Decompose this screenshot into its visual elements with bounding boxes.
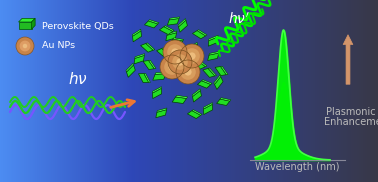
Circle shape	[177, 58, 184, 66]
Polygon shape	[173, 38, 184, 41]
Circle shape	[180, 44, 204, 68]
Polygon shape	[214, 77, 223, 90]
Polygon shape	[208, 53, 219, 60]
Polygon shape	[184, 67, 195, 72]
Polygon shape	[133, 31, 141, 42]
Text: Enhancement: Enhancement	[324, 117, 378, 127]
Polygon shape	[164, 26, 174, 31]
Polygon shape	[204, 103, 212, 109]
Text: $h\nu'$: $h\nu'$	[228, 12, 250, 27]
Circle shape	[16, 37, 34, 55]
Polygon shape	[217, 99, 230, 106]
Polygon shape	[144, 74, 150, 82]
Polygon shape	[215, 66, 226, 76]
Circle shape	[160, 55, 184, 79]
Circle shape	[184, 48, 200, 64]
Polygon shape	[153, 87, 161, 93]
Polygon shape	[146, 43, 155, 50]
Text: Wavelength (nm): Wavelength (nm)	[255, 162, 340, 172]
Polygon shape	[178, 19, 186, 27]
Polygon shape	[153, 88, 161, 99]
Polygon shape	[155, 72, 167, 74]
Polygon shape	[156, 48, 169, 57]
Text: $h\nu$: $h\nu$	[68, 71, 88, 87]
Circle shape	[20, 41, 30, 51]
Circle shape	[180, 64, 196, 80]
Polygon shape	[167, 31, 177, 35]
Polygon shape	[162, 48, 171, 55]
Polygon shape	[19, 18, 35, 22]
Polygon shape	[134, 55, 144, 64]
Polygon shape	[172, 97, 187, 104]
Circle shape	[163, 40, 187, 64]
Polygon shape	[144, 21, 158, 28]
Polygon shape	[209, 51, 219, 55]
Polygon shape	[192, 89, 200, 97]
Polygon shape	[192, 60, 206, 69]
Polygon shape	[153, 74, 166, 80]
Polygon shape	[149, 60, 156, 69]
Polygon shape	[127, 65, 135, 77]
Polygon shape	[138, 74, 149, 83]
Polygon shape	[167, 19, 179, 25]
Polygon shape	[166, 53, 173, 62]
Circle shape	[164, 59, 180, 75]
Polygon shape	[135, 54, 145, 58]
Polygon shape	[126, 63, 133, 72]
Text: Plasmonic PL: Plasmonic PL	[326, 107, 378, 117]
Polygon shape	[170, 39, 183, 45]
Circle shape	[171, 48, 178, 56]
Circle shape	[176, 60, 200, 84]
Polygon shape	[156, 110, 167, 118]
Polygon shape	[204, 104, 212, 114]
Polygon shape	[166, 33, 177, 41]
Polygon shape	[189, 44, 198, 55]
Text: Au NPs: Au NPs	[42, 41, 75, 50]
Polygon shape	[166, 55, 175, 67]
Polygon shape	[201, 80, 212, 84]
Polygon shape	[221, 66, 228, 75]
Polygon shape	[208, 68, 217, 76]
Polygon shape	[132, 29, 141, 36]
Polygon shape	[203, 68, 215, 77]
Polygon shape	[176, 95, 187, 98]
Polygon shape	[31, 18, 35, 29]
Polygon shape	[197, 30, 207, 36]
Polygon shape	[141, 43, 153, 52]
Polygon shape	[192, 110, 202, 115]
Polygon shape	[160, 27, 173, 35]
Polygon shape	[192, 90, 201, 102]
Polygon shape	[143, 61, 154, 70]
Polygon shape	[157, 108, 167, 112]
Circle shape	[169, 63, 176, 71]
Polygon shape	[189, 42, 197, 49]
Polygon shape	[220, 98, 231, 101]
Circle shape	[184, 68, 192, 76]
Polygon shape	[178, 20, 187, 32]
Polygon shape	[214, 75, 221, 84]
Polygon shape	[198, 60, 207, 67]
Circle shape	[167, 44, 183, 60]
Circle shape	[172, 54, 188, 70]
Text: Perovskite QDs: Perovskite QDs	[42, 23, 114, 31]
Polygon shape	[19, 22, 31, 29]
Polygon shape	[187, 111, 201, 118]
Polygon shape	[209, 35, 218, 41]
Polygon shape	[184, 69, 195, 78]
Polygon shape	[197, 81, 211, 88]
Polygon shape	[192, 31, 206, 39]
Circle shape	[188, 52, 195, 60]
Circle shape	[168, 50, 192, 74]
Polygon shape	[169, 17, 180, 20]
Circle shape	[23, 44, 27, 48]
Polygon shape	[149, 20, 159, 24]
Polygon shape	[208, 37, 218, 46]
